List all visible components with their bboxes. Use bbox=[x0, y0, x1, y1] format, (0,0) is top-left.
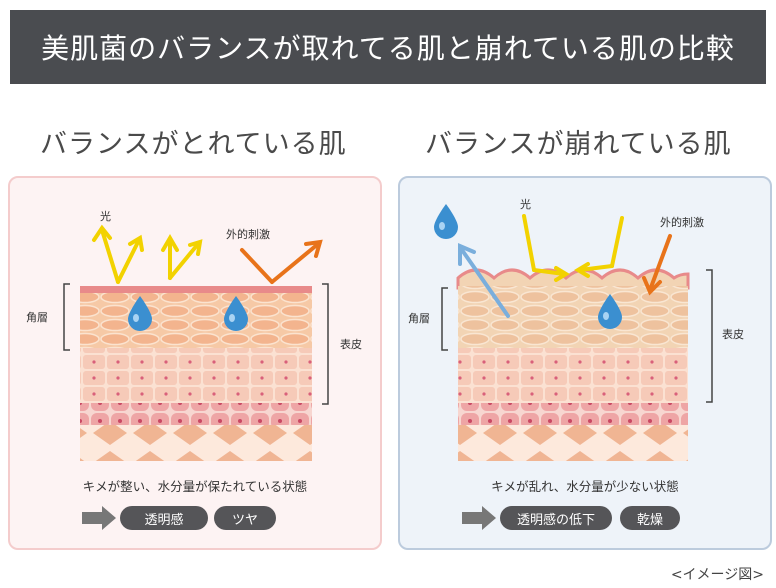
external-stimulus-arrow bbox=[240, 239, 323, 284]
result-badge-reduced-clarity: 透明感の低下 bbox=[500, 506, 612, 530]
epidermis-layer bbox=[80, 348, 312, 403]
external-stimulus-arrow bbox=[642, 234, 672, 296]
basal-layer bbox=[80, 403, 312, 425]
balanced-skin-panel: 光 外的刺激 角層 表皮 キメが整い、水分量が保たれている状態 透明感 ツヤ bbox=[8, 176, 382, 550]
water-drop-icon bbox=[434, 204, 458, 239]
dermis-layer bbox=[80, 425, 312, 461]
result-badge-clarity: 透明感 bbox=[120, 506, 208, 530]
evaporation-arrow bbox=[458, 242, 510, 318]
page-title: 美肌菌のバランスが取れてる肌と崩れている肌の比較 bbox=[41, 32, 735, 65]
image-note: <イメージ図> bbox=[670, 567, 764, 583]
skin-surface bbox=[80, 286, 312, 293]
dermis-layer bbox=[458, 425, 688, 461]
epidermis-layer bbox=[458, 348, 688, 403]
light-label: 光 bbox=[520, 197, 531, 211]
light-label: 光 bbox=[100, 209, 111, 223]
stratum-bracket bbox=[63, 283, 70, 351]
imbalanced-skin-diagram: 光 外的刺激 角層 表皮 bbox=[408, 197, 744, 530]
stimulus-label: 外的刺激 bbox=[226, 227, 270, 241]
result-badge-gloss: ツヤ bbox=[214, 506, 276, 530]
rough-skin-surface bbox=[456, 268, 690, 290]
light-reflection-arrows bbox=[92, 224, 203, 284]
left-heading: バランスがとれている肌 bbox=[40, 129, 347, 160]
stratum-label: 角層 bbox=[26, 311, 48, 324]
epidermis-label: 表皮 bbox=[722, 327, 744, 341]
title-banner: 美肌菌のバランスが取れてる肌と崩れている肌の比較 bbox=[10, 10, 766, 84]
balanced-skin-diagram: 光 外的刺激 角層 表皮 bbox=[26, 209, 362, 530]
imbalanced-skin-panel: 光 外的刺激 角層 表皮 キメが乱れ、水分量が少ない状態 透明感の低下 乾燥 bbox=[398, 176, 772, 550]
water-drop-icon bbox=[598, 294, 622, 329]
basal-layer bbox=[458, 403, 688, 425]
stratum-bracket bbox=[441, 287, 448, 351]
imbalanced-caption: キメが乱れ、水分量が少ない状態 bbox=[491, 479, 679, 494]
right-heading: バランスが崩れている肌 bbox=[425, 129, 732, 160]
water-drop-icon bbox=[128, 296, 152, 331]
result-arrow-icon bbox=[82, 506, 116, 530]
result-arrow-icon bbox=[462, 506, 496, 530]
stratum-label: 角層 bbox=[408, 312, 430, 325]
scattered-light-arrows bbox=[522, 214, 624, 282]
epidermis-bracket bbox=[322, 283, 329, 405]
water-drop-icon bbox=[224, 296, 248, 331]
stimulus-label: 外的刺激 bbox=[660, 215, 704, 229]
stratum-corneum-layer bbox=[80, 293, 312, 348]
result-badge-dryness: 乾燥 bbox=[620, 506, 680, 530]
balanced-caption: キメが整い、水分量が保たれている状態 bbox=[82, 479, 308, 494]
epidermis-bracket bbox=[706, 269, 713, 403]
epidermis-label: 表皮 bbox=[340, 337, 362, 351]
